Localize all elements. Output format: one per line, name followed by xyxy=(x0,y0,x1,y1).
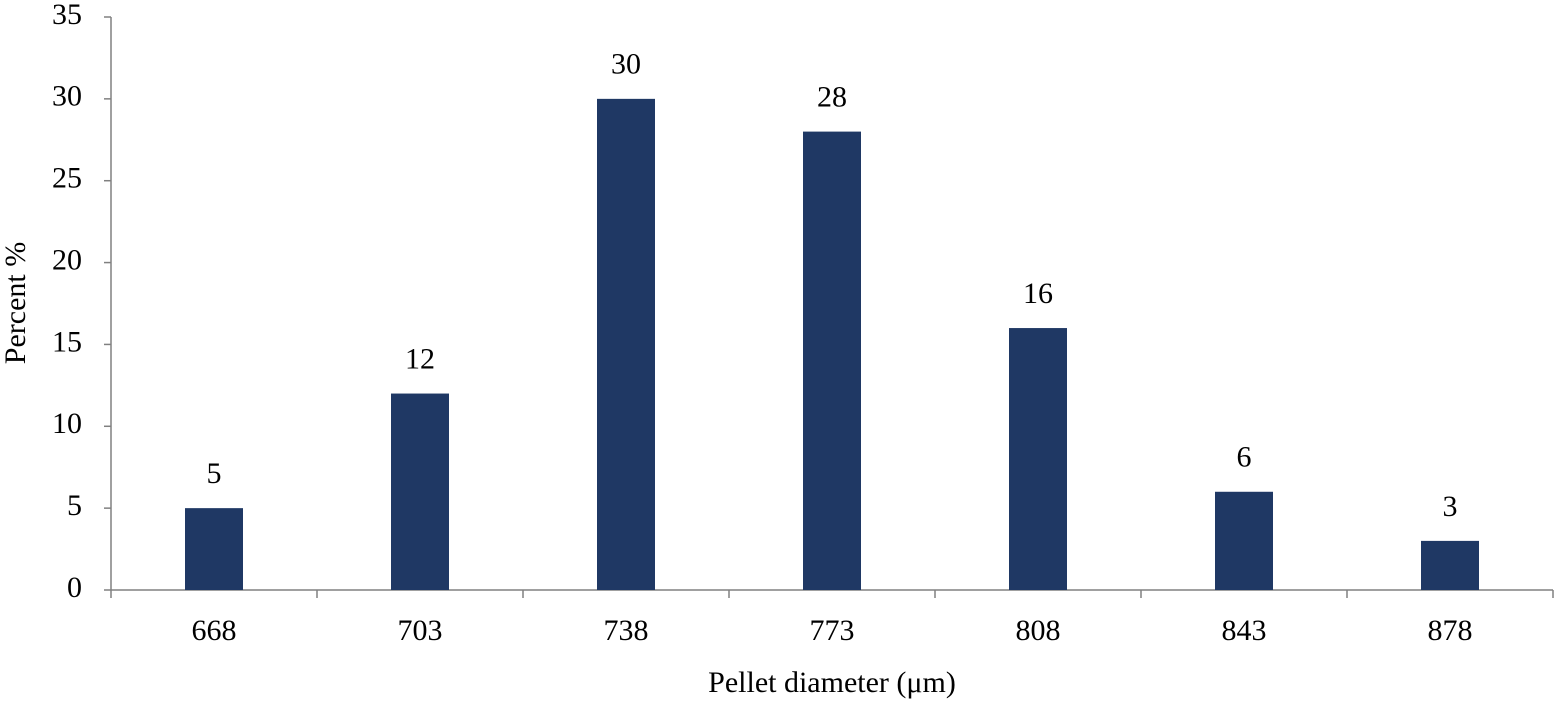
bar xyxy=(1421,540,1479,590)
bar xyxy=(803,131,861,590)
y-tick-label: 25 xyxy=(52,162,82,195)
y-tick-label: 35 xyxy=(52,0,82,31)
data-label: 6 xyxy=(1237,441,1252,474)
bar xyxy=(1215,491,1273,590)
data-label: 16 xyxy=(1023,277,1053,310)
y-tick-label: 15 xyxy=(52,325,82,358)
y-tick-label: 20 xyxy=(52,243,82,276)
x-tick-label: 738 xyxy=(604,614,649,647)
x-tick-label: 878 xyxy=(1428,614,1473,647)
data-label: 28 xyxy=(817,80,847,113)
y-tick-label: 0 xyxy=(67,571,82,604)
y-tick-label: 30 xyxy=(52,80,82,113)
x-tick-label: 808 xyxy=(1016,614,1061,647)
x-tick-label: 703 xyxy=(398,614,443,647)
y-tick-label: 5 xyxy=(67,489,82,522)
x-tick-label: 668 xyxy=(192,614,237,647)
x-tick-label: 773 xyxy=(810,614,855,647)
y-axis-title: Percent % xyxy=(0,242,32,364)
bar xyxy=(1009,328,1067,590)
data-label: 12 xyxy=(405,342,435,375)
bar xyxy=(185,508,243,590)
y-tick-label: 10 xyxy=(52,407,82,440)
x-tick-label: 843 xyxy=(1222,614,1267,647)
bar xyxy=(597,98,655,590)
data-label: 30 xyxy=(611,48,641,81)
bar xyxy=(391,393,449,590)
data-label: 5 xyxy=(207,457,222,490)
data-label: 3 xyxy=(1443,490,1458,523)
x-axis-title: Pellet diameter (μm) xyxy=(708,666,956,699)
